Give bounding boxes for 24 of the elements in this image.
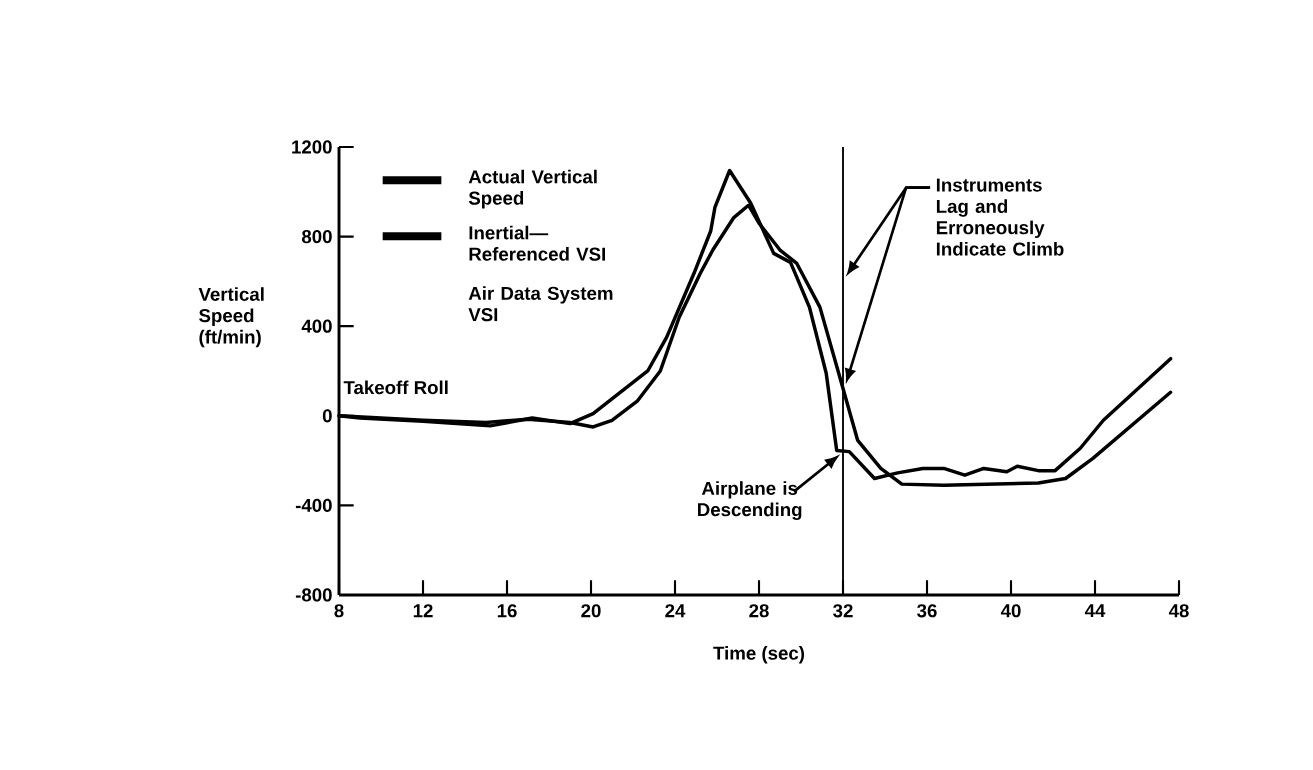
y-tick-label: -800	[295, 588, 332, 602]
x-tick-label: 20	[581, 604, 601, 618]
x-tick-label: 40	[1000, 604, 1021, 618]
annotation: Instruments Lag and Erroneously Indicate Climb	[936, 178, 1064, 256]
annotation: Air Data System VSI	[468, 286, 613, 322]
x-tick-label: 28	[749, 604, 769, 618]
y-tick-label: -400	[295, 498, 332, 512]
y-tick-label: 1200	[292, 140, 332, 154]
x-tick-label: 12	[413, 604, 433, 618]
x-tick-label: 8	[334, 604, 344, 618]
y-axis-title: Vertical Speed (ft/min)	[198, 287, 264, 348]
x-tick-label: 16	[497, 604, 517, 618]
x-axis-title: Time (sec)	[713, 646, 805, 664]
annotation: Takeoff Roll	[343, 380, 448, 395]
x-tick-label: 48	[1168, 604, 1189, 618]
x-tick-label: 32	[833, 604, 853, 618]
y-tick-label: 400	[301, 319, 332, 333]
x-tick-label: 24	[665, 604, 686, 618]
x-tick-label: 44	[1084, 604, 1106, 617]
legend-label: Actual Vertical Speed	[468, 169, 597, 209]
y-tick-label: 800	[301, 229, 332, 244]
y-tick-label: 0	[322, 409, 332, 423]
legend-label: Inertial—Referenced VSI	[469, 225, 605, 261]
x-tick-label: 36	[917, 604, 937, 618]
